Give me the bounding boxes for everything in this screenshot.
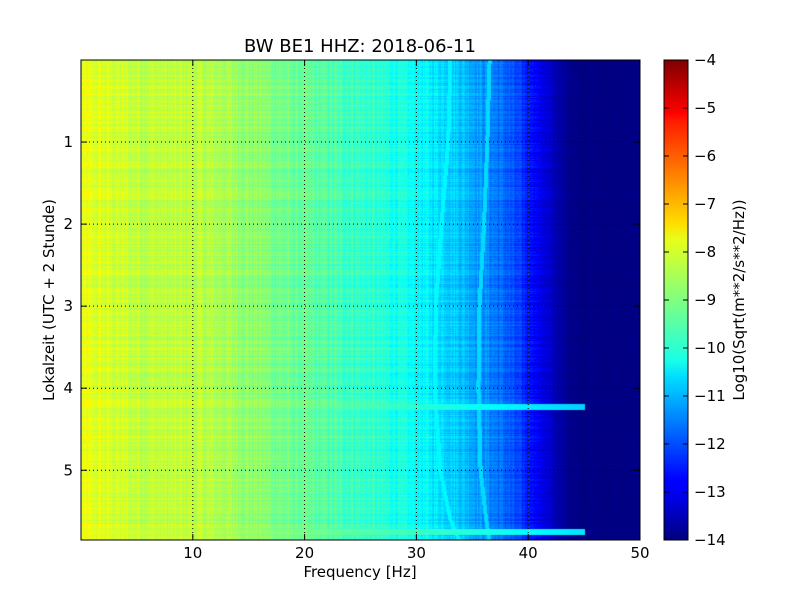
y-axis-label: Lokalzeit (UTC + 2 Stunde) [40,199,58,401]
x-tick-label: 50 [630,544,649,562]
colorbar-tick-label: −12 [694,435,726,453]
colorbar-tick-label: −14 [694,531,726,549]
x-tick-label: 20 [295,544,314,562]
colorbar-tick-label: −4 [694,51,716,69]
grid-lines [81,60,640,540]
y-axis-ticks: 1 2 3 4 5 [63,133,640,479]
y-tick-label: 1 [63,133,73,151]
y-tick-label: 5 [63,461,73,479]
colorbar: −4 −5 −6 −7 −8 −9 −10 −11 −12 −13 −14 Log10(Sqrt(m… [663,51,748,549]
x-tick-label: 40 [519,544,538,562]
spectrogram-heatmap [81,60,640,540]
plot-frame [80,59,641,541]
colorbar-tick-label: −10 [694,339,726,357]
colorbar-tick-label: −8 [694,243,716,261]
colorbar-label: Log10(Sqrt(m**2/s**2/Hz)) [730,199,748,400]
y-tick-label: 2 [63,215,73,233]
y-tick-label: 4 [63,379,73,397]
x-axis-ticks: 10 20 30 40 50 [183,60,650,562]
colorbar-tick-label: −5 [694,99,716,117]
x-tick-label: 30 [407,544,426,562]
colorbar-tick-label: −11 [694,387,726,405]
x-tick-label: 10 [183,544,202,562]
colorbar-tick-label: −13 [694,483,726,501]
y-tick-label: 3 [63,297,73,315]
colorbar-tick-label: −9 [694,291,716,309]
chart-title: BW BE1 HHZ: 2018-06-11 [244,36,476,57]
colorbar-ticks: −4 −5 −6 −7 −8 −9 −10 −11 −12 −13 −14 [664,51,726,549]
colorbar-tick-label: −7 [694,195,716,213]
x-axis-label: Frequency [Hz] [303,563,416,581]
colorbar-tick-label: −6 [694,147,716,165]
